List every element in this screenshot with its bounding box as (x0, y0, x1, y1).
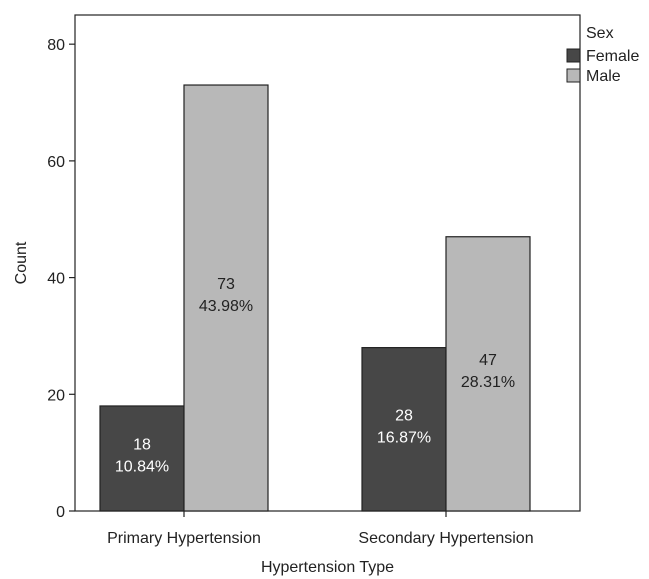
bar-data-label: 28.31% (461, 374, 515, 391)
plot-area (74, 14, 581, 512)
y-tick-label: 80 (47, 37, 65, 54)
bar-female-2 (361, 347, 447, 512)
plot-border (74, 14, 581, 512)
bar-data-label: 18 (133, 436, 151, 453)
y-tick-label: 20 (47, 387, 65, 404)
y-axis: 0 20 40 60 80 (47, 37, 75, 521)
y-tick-label: 40 (47, 271, 65, 288)
legend-title: Sex (586, 25, 614, 42)
bar-male-1 (183, 84, 269, 512)
x-tick-label: Secondary Hypertension (358, 530, 533, 547)
bar-data-label: 16.87% (377, 429, 431, 446)
bar-data-label: 28 (395, 407, 413, 424)
y-axis-title: Count (13, 241, 30, 284)
bar-data-label: 10.84% (115, 458, 169, 475)
y-tick-label: 60 (47, 154, 65, 171)
legend-swatch-female (566, 48, 581, 63)
x-axis-title: Hypertension Type (261, 559, 394, 576)
bar-labels: 18 10.84% 73 43.98% 28 16.87% 47 28.31% (115, 276, 515, 475)
legend-swatch-male (566, 68, 581, 83)
x-axis: Primary Hypertension Secondary Hypertensi… (107, 511, 534, 547)
legend: Sex Female Male (566, 25, 639, 85)
bar-data-label: 47 (479, 352, 497, 369)
y-tick-label: 0 (56, 504, 65, 521)
x-tick-label: Primary Hypertension (107, 530, 261, 547)
bar-female-1 (99, 405, 185, 512)
legend-label-female: Female (586, 48, 639, 65)
bar-male-2 (445, 236, 531, 512)
bars (99, 84, 531, 512)
bar-data-label: 43.98% (199, 298, 253, 315)
legend-label-male: Male (586, 68, 621, 85)
bar-data-label: 73 (217, 276, 235, 293)
